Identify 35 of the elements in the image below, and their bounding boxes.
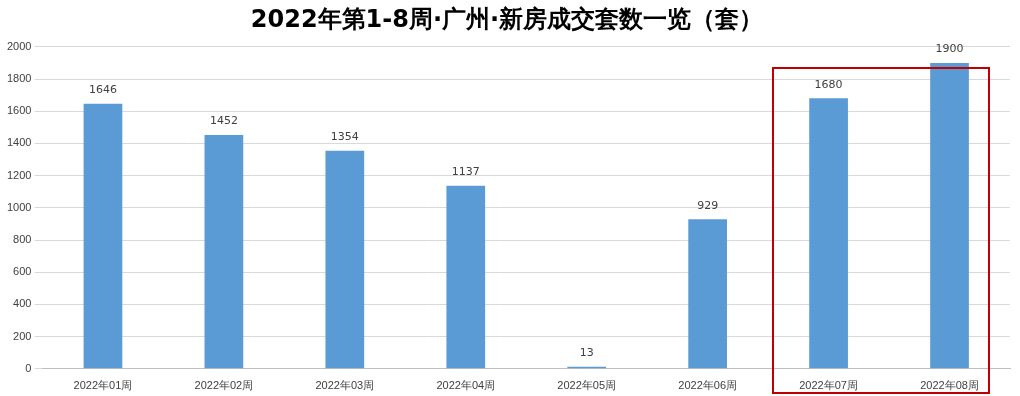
- data-label: 1354: [330, 130, 359, 144]
- x-tick-label: 2022年03周: [315, 379, 375, 392]
- data-label: 1137: [451, 165, 480, 179]
- y-tick-label: 600: [13, 265, 32, 278]
- x-tick-label: 2022年04周: [436, 379, 496, 392]
- bar: [809, 98, 848, 369]
- y-tick-label: 2000: [6, 39, 32, 52]
- y-tick-label: 400: [13, 297, 32, 310]
- data-label: 1646: [88, 83, 117, 97]
- y-tick-label: 1200: [6, 168, 32, 181]
- y-tick-label: 1800: [6, 72, 32, 85]
- data-label: 13: [579, 346, 594, 360]
- data-label: 1900: [935, 42, 964, 56]
- data-label: 1452: [209, 114, 238, 128]
- data-label: 1680: [814, 77, 843, 91]
- y-tick-label: 1000: [6, 200, 32, 213]
- y-tick-label: 1600: [6, 104, 32, 117]
- y-tick-label: 800: [13, 233, 32, 246]
- chart-title: 2022年第1-8周·广州·新房成交套数一览（套）: [250, 4, 764, 33]
- data-label: 929: [697, 198, 719, 212]
- bar: [204, 135, 244, 369]
- x-tick-label: 2022年08周: [920, 379, 979, 392]
- bar: [446, 185, 486, 369]
- y-tick-label: 200: [13, 329, 32, 342]
- bar: [930, 62, 969, 369]
- x-tick-label: 2022年01周: [73, 379, 133, 392]
- bar: [83, 103, 123, 369]
- x-tick-label: 2022年07周: [799, 379, 858, 392]
- x-tick-label: 2022年06周: [678, 379, 738, 392]
- y-tick-label: 0: [25, 361, 32, 374]
- x-tick-label: 2022年02周: [194, 379, 254, 392]
- x-tick-label: 2022年05周: [557, 379, 617, 392]
- y-tick-label: 1400: [6, 136, 32, 149]
- bar: [325, 150, 365, 369]
- bar: [688, 219, 727, 369]
